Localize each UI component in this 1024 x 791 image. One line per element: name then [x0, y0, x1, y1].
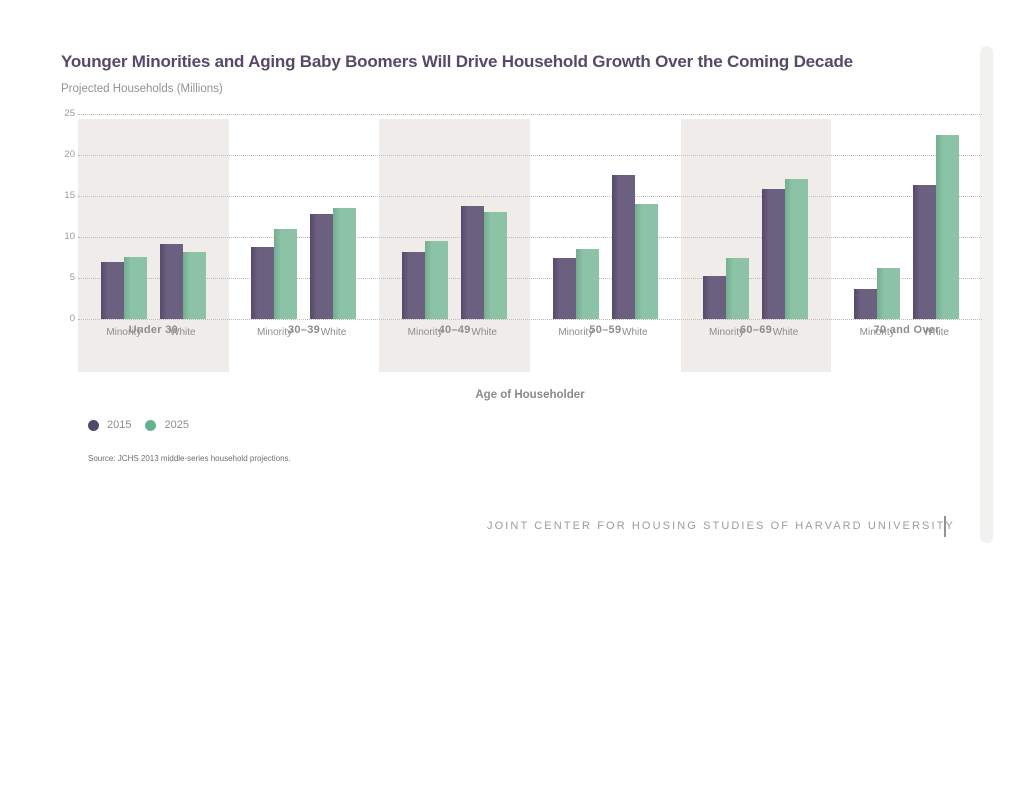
bar-2015-minority [703, 276, 727, 319]
y-tick-label-25: 25 [64, 108, 75, 119]
race-pair: Minority [402, 119, 449, 338]
bar-2025-minority [877, 268, 901, 319]
bar-chart: 25 20 15 10 5 0 Minority White Under 30 Minority… [61, 108, 982, 372]
x-axis-title: Age of Householder [475, 389, 585, 401]
gridline-0 [78, 319, 982, 320]
y-tick-label-0: 0 [69, 313, 75, 324]
age-group-label: Under 30 [128, 324, 179, 336]
race-pair: White [762, 119, 809, 338]
scrollbar-thumb[interactable] [980, 46, 993, 543]
age-group-label: 40–49 [438, 324, 471, 336]
plot-area: Minority White Under 30 Minority White 30–39 M… [78, 113, 982, 372]
race-pair: Minority [100, 119, 147, 338]
race-label: Minority [859, 327, 895, 338]
age-group-label: 70 and Over [873, 324, 940, 336]
age-group-band: Minority White 30–39 [229, 119, 380, 372]
y-tick-label-10: 10 [64, 231, 75, 242]
bar-2015-white [310, 214, 334, 319]
legend-label-2025: 2025 [164, 419, 189, 431]
race-pair: White [461, 119, 508, 338]
race-label: Minority [256, 327, 292, 338]
race-label: White [772, 327, 799, 338]
age-group-band: Minority White 40–49 [379, 119, 530, 372]
legend-item-2015: 2015 [88, 419, 131, 431]
bar-2015-white [611, 175, 635, 319]
gridline-25 [78, 114, 982, 115]
race-label: Minority [558, 327, 594, 338]
bar-2025-minority [274, 229, 298, 319]
race-pair: White [159, 119, 206, 338]
y-tick-label-15: 15 [64, 190, 75, 201]
age-group-label: 60–69 [739, 324, 773, 336]
bar-2015-minority [854, 289, 878, 319]
legend-dot-2015-icon [88, 419, 99, 431]
race-pair: White [611, 119, 658, 338]
gridline-10 [78, 237, 982, 238]
race-label: White [923, 327, 949, 338]
chart-title: Younger Minorities and Aging Baby Boomer… [61, 52, 853, 71]
race-pair: Minority [703, 119, 750, 338]
race-label: Minority [106, 327, 142, 338]
bar-2025-white [634, 204, 658, 319]
race-pair: Minority [552, 119, 599, 338]
bar-2015-white [762, 189, 786, 319]
bar-2025-white [484, 212, 508, 319]
race-pair: Minority [854, 119, 901, 338]
age-group-band: Minority White 60–69 [680, 119, 832, 372]
race-label: Minority [407, 327, 443, 338]
legend-label-2015: 2015 [107, 419, 132, 431]
footer-org-name: JOINT CENTER FOR HOUSING STUDIES OF HARV… [487, 520, 955, 532]
bar-2025-white [182, 252, 206, 319]
bar-2015-white [913, 185, 937, 319]
race-label: White [320, 327, 347, 338]
race-pair: Minority [251, 119, 298, 338]
age-group-label: 30–39 [287, 324, 321, 336]
bar-2025-white [333, 208, 357, 319]
bar-2015-minority [251, 247, 275, 319]
bar-2015-minority [552, 258, 576, 319]
race-pair: White [913, 119, 960, 338]
race-pair: White [310, 119, 357, 338]
race-label: White [622, 327, 648, 338]
y-tick-label-20: 20 [64, 149, 75, 160]
age-group-label: 50–59 [589, 324, 622, 336]
age-group-band: Minority White 50–59 [530, 119, 681, 372]
legend: 2015 2025 [88, 419, 189, 431]
bar-2025-minority [425, 241, 449, 319]
race-label: White [471, 327, 497, 338]
bar-2015-white [461, 206, 485, 319]
age-group-band: Minority White 70 and Over [831, 119, 982, 372]
legend-item-2025: 2025 [145, 419, 189, 431]
bar-2025-minority [575, 249, 599, 319]
legend-dot-2025-icon [145, 419, 157, 431]
race-label: White [170, 327, 196, 338]
gridline-5 [78, 278, 982, 279]
gridline-20 [78, 155, 982, 156]
bar-2025-minority [123, 257, 147, 319]
race-label: Minority [708, 327, 744, 338]
source-note: Source: JCHS 2013 middle-series househol… [88, 454, 291, 463]
bar-2015-white [159, 244, 183, 319]
footer-divider-bar [944, 516, 946, 537]
y-axis: 25 20 15 10 5 0 [61, 108, 75, 372]
bar-2015-minority [402, 252, 426, 319]
chart-units-label: Projected Households (Millions) [61, 83, 223, 95]
y-tick-label-5: 5 [69, 272, 75, 283]
bar-2015-minority [100, 262, 124, 319]
bar-2025-white [785, 179, 809, 319]
bar-2025-white [936, 135, 960, 319]
bar-2025-minority [726, 258, 750, 319]
gridline-15 [78, 196, 982, 197]
age-group-band: Minority White Under 30 [78, 119, 229, 372]
